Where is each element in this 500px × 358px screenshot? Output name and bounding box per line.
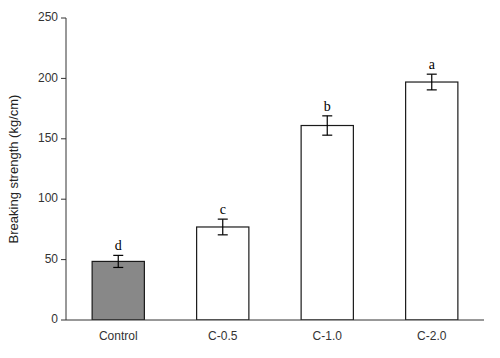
error-bar [322,116,332,135]
y-tick [61,18,66,19]
y-tick [61,259,66,260]
bar [406,82,458,320]
chart: 0 50 100 150 200 250 d c b a Control C-0.5 C-1.0 C-2.… [0,0,500,358]
y-tick [61,78,66,79]
error-bars [113,74,437,267]
chart-container: 0 50 100 150 200 250 d c b a Control C-0.5 C-1.0 C-2.… [0,0,500,358]
y-axis-line [66,18,67,320]
bars [92,82,458,320]
annotation: b [324,99,331,114]
x-tick-label: C-2.0 [417,329,447,343]
bar [301,126,353,320]
y-axis: 0 50 100 150 200 250 [38,10,66,326]
error-bar [218,219,228,235]
y-tick-label: 150 [38,131,58,145]
bar [92,261,144,320]
annotation: d [115,238,122,253]
y-tick [61,138,66,139]
x-tick-label: Control [99,329,138,343]
bar [197,227,249,320]
y-tick-label: 250 [38,10,58,24]
x-tick-label: C-1.0 [313,329,343,343]
annotation: a [429,57,436,72]
y-tick-label: 0 [51,312,58,326]
x-axis-line [66,320,484,321]
x-tick-label: C-0.5 [208,329,238,343]
y-tick-label: 50 [45,252,59,266]
y-tick [61,320,66,321]
annotations: d c b a [115,57,436,253]
y-tick-label: 100 [38,191,58,205]
y-tick-label: 200 [38,71,58,85]
y-axis-label: Breaking strength (kg/cm) [6,95,21,244]
error-bar [427,74,437,90]
x-axis: Control C-0.5 C-1.0 C-2.0 [99,329,447,343]
annotation: c [220,202,226,217]
y-tick [61,199,66,200]
error-bar [113,255,123,267]
